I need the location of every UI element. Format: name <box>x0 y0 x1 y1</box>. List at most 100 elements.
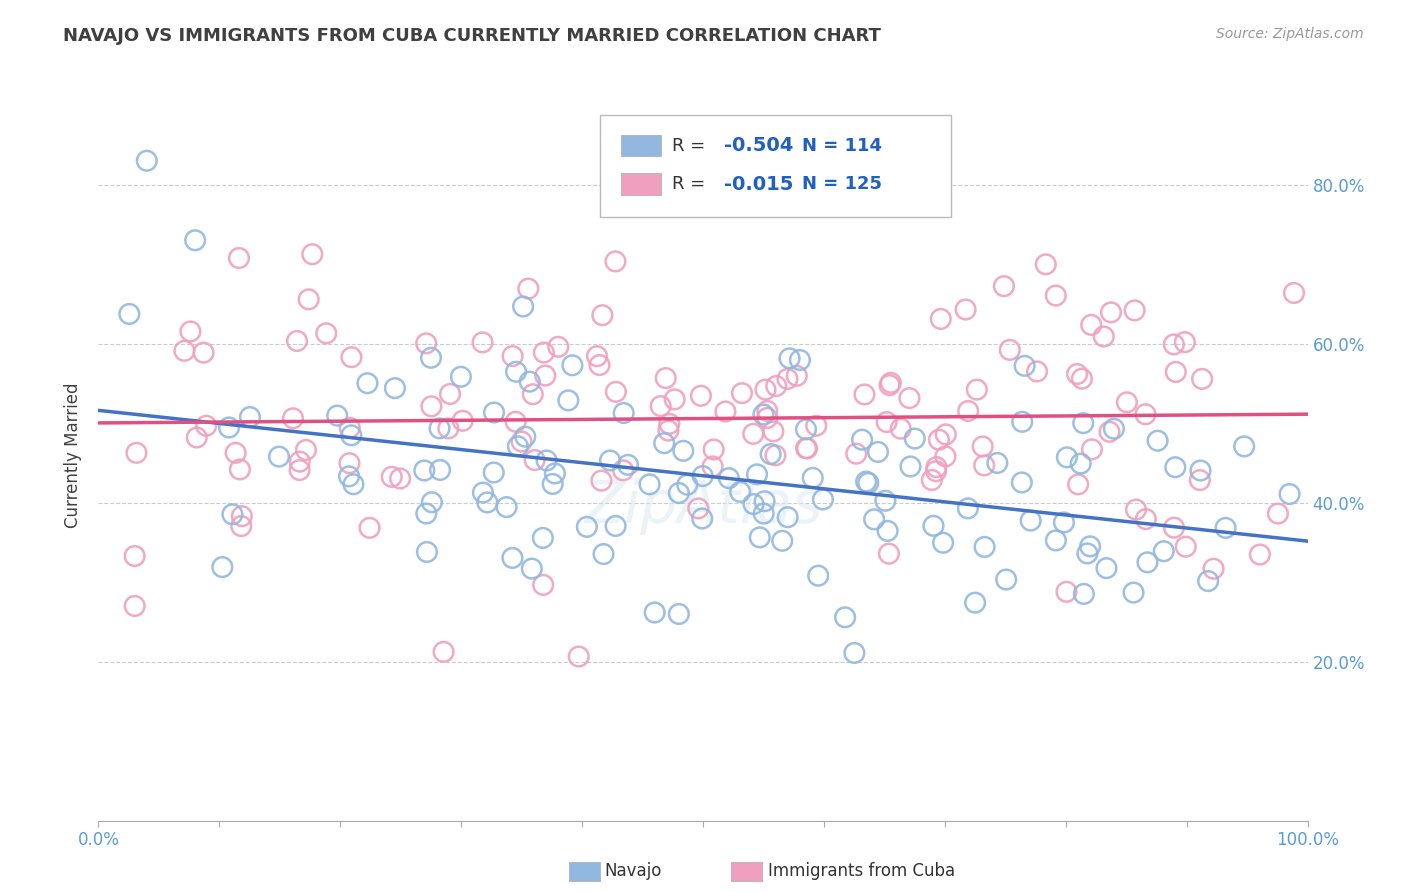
Point <box>759 447 782 461</box>
Point <box>957 404 980 418</box>
Point <box>1197 574 1219 588</box>
Point <box>342 477 364 491</box>
Point <box>752 408 775 422</box>
Point <box>966 383 988 397</box>
Point <box>591 308 613 322</box>
Point <box>482 466 505 480</box>
Point <box>326 409 349 423</box>
Point <box>1019 514 1042 528</box>
Point <box>429 463 451 477</box>
Point <box>676 477 699 491</box>
Point <box>1070 457 1092 471</box>
Point <box>477 495 499 509</box>
Point <box>745 467 768 482</box>
Point <box>1076 546 1098 560</box>
Point <box>794 442 817 456</box>
Point <box>510 434 533 449</box>
Point <box>1135 407 1157 421</box>
Text: NAVAJO VS IMMIGRANTS FROM CUBA CURRENTLY MARRIED CORRELATION CHART: NAVAJO VS IMMIGRANTS FROM CUBA CURRENTLY… <box>63 27 882 45</box>
Point <box>1095 561 1118 575</box>
Point <box>921 473 943 487</box>
Point <box>748 530 770 544</box>
Point <box>1188 473 1211 487</box>
Point <box>389 471 412 485</box>
Point <box>515 430 537 444</box>
Point <box>1056 584 1078 599</box>
Point <box>1081 442 1104 457</box>
Point <box>420 400 443 414</box>
Point <box>879 378 901 392</box>
Point <box>668 486 690 500</box>
Point <box>193 345 215 359</box>
Point <box>1115 395 1137 409</box>
Point <box>752 507 775 521</box>
Point <box>754 494 776 508</box>
Point <box>605 254 627 268</box>
Point <box>922 518 945 533</box>
Text: ZipAtlas: ZipAtlas <box>583 477 823 534</box>
Point <box>502 349 524 363</box>
Point <box>173 343 195 358</box>
Point <box>295 442 318 457</box>
Point <box>231 519 253 533</box>
FancyBboxPatch shape <box>621 173 661 195</box>
Point <box>288 455 311 469</box>
Point <box>756 404 779 418</box>
Point <box>415 336 437 351</box>
Point <box>807 568 830 582</box>
Point <box>898 391 921 405</box>
Point <box>505 415 527 429</box>
Point <box>1135 512 1157 526</box>
Point <box>866 445 889 459</box>
Point <box>811 492 834 507</box>
Point <box>880 376 903 390</box>
Point <box>384 381 406 395</box>
Point <box>844 646 866 660</box>
Point <box>956 501 979 516</box>
Point <box>533 345 555 359</box>
Point <box>900 459 922 474</box>
Point <box>432 645 454 659</box>
Point <box>657 424 679 438</box>
Point <box>875 493 897 508</box>
Point <box>124 549 146 563</box>
Point <box>731 386 754 401</box>
Point <box>998 343 1021 357</box>
Point <box>1067 477 1090 491</box>
Point <box>714 404 737 418</box>
Point <box>522 387 544 401</box>
Point <box>692 469 714 483</box>
Point <box>534 368 557 383</box>
Point <box>1282 285 1305 300</box>
Point <box>728 484 751 499</box>
Point <box>1070 371 1092 385</box>
Point <box>858 475 880 490</box>
Point <box>1099 305 1122 319</box>
Point <box>337 469 360 483</box>
Point <box>972 440 994 454</box>
Point <box>592 547 614 561</box>
Point <box>267 450 290 464</box>
Point <box>211 560 233 574</box>
Point <box>505 365 527 379</box>
Point <box>221 508 243 522</box>
Point <box>668 607 690 621</box>
Text: Immigrants from Cuba: Immigrants from Cuba <box>768 863 955 880</box>
Point <box>495 500 517 514</box>
Point <box>965 596 987 610</box>
Point <box>776 510 799 524</box>
Point <box>1215 521 1237 535</box>
Point <box>702 459 724 474</box>
Point <box>986 456 1008 470</box>
Point <box>557 393 579 408</box>
Point <box>934 450 956 464</box>
Point <box>658 417 681 431</box>
Point <box>1053 516 1076 530</box>
Point <box>531 531 554 545</box>
Point <box>340 350 363 364</box>
Point <box>381 470 404 484</box>
Point <box>1123 303 1146 318</box>
Point <box>925 464 948 478</box>
Point <box>605 519 627 533</box>
Text: R =: R = <box>672 176 710 194</box>
